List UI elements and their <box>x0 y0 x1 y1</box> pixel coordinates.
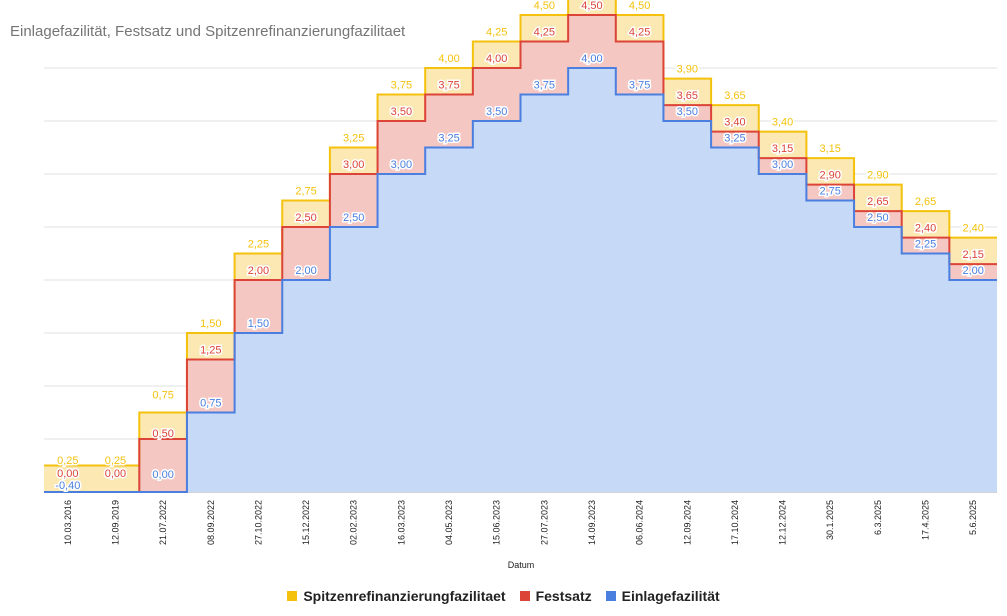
data-label: 3,75 <box>629 80 650 92</box>
data-label: 3,50 <box>391 106 412 118</box>
line-2 <box>44 67 997 493</box>
data-label: 3,65 <box>677 90 698 102</box>
x-tick-label: 12.12.2024 <box>778 500 788 545</box>
x-tick-label: 06.06.2024 <box>635 500 645 545</box>
legend-swatch <box>287 591 298 601</box>
data-label: -0,40 <box>55 480 80 492</box>
x-tick-label: 27.07.2023 <box>539 500 549 545</box>
data-label: 3,00 <box>343 159 364 171</box>
data-label: 2,90 <box>820 170 841 182</box>
legend-item: Spitzenrefinanzierungfazilitaet <box>287 588 506 604</box>
data-label: 2,65 <box>867 196 888 208</box>
series-lines <box>44 0 997 493</box>
data-label: 4,00 <box>438 53 459 65</box>
data-label: 2,75 <box>295 186 316 198</box>
x-tick-label: 17.4.2025 <box>921 500 931 540</box>
x-tick-label: 02.02.2023 <box>349 500 359 545</box>
data-label: 1,25 <box>200 345 221 357</box>
data-label: 0,75 <box>152 390 173 402</box>
legend-item: Einlagefazilität <box>605 588 720 604</box>
data-label: 2,65 <box>915 196 936 208</box>
data-label: 3,25 <box>724 133 745 145</box>
data-label: 2,25 <box>248 239 269 251</box>
legend-swatch <box>519 591 530 601</box>
data-label: 3,00 <box>772 159 793 171</box>
data-label: 2,75 <box>820 186 841 198</box>
x-tick-label: 08.09.2022 <box>206 500 216 545</box>
data-label: 2,15 <box>962 249 983 261</box>
data-label: 4,25 <box>629 27 650 39</box>
data-label: 0,00 <box>152 469 173 481</box>
data-label: 3,00 <box>391 159 412 171</box>
data-label: 4,25 <box>486 27 507 39</box>
data-label: 3,50 <box>677 106 698 118</box>
data-label: 4,50 <box>581 0 602 12</box>
chart-title: Einlagefazilität, Festsatz und Spitzenre… <box>10 23 406 40</box>
x-tick-label: 15.12.2022 <box>301 500 311 545</box>
x-tick-label: 27.10.2022 <box>253 500 263 545</box>
legend-item: Festsatz <box>519 588 592 604</box>
x-tick-label: 10.03.2016 <box>63 500 73 545</box>
data-label: 3,25 <box>438 133 459 145</box>
data-label: 2,00 <box>248 265 269 277</box>
data-label: 3,15 <box>820 143 841 155</box>
legend: Spitzenrefinanzierungfazilitaet Festsatz E… <box>0 588 1007 604</box>
data-label: 4,00 <box>581 53 602 65</box>
x-tick-label: 30.1.2025 <box>825 500 835 540</box>
data-labels: 0,25 0,25 0,75 1,50 2,25 2,75 3,25 3,75 4,00 4,25… <box>54 0 986 494</box>
data-label: 2,00 <box>295 265 316 277</box>
data-label: 4,00 <box>486 53 507 65</box>
data-label: 2,50 <box>343 212 364 224</box>
data-label: 0,50 <box>152 428 173 440</box>
data-label: 0,00 <box>105 468 126 480</box>
data-label: 2,40 <box>915 223 936 235</box>
x-tick-label: 21.07.2022 <box>158 500 168 545</box>
legend-swatch <box>605 591 616 601</box>
data-label: 2,90 <box>867 170 888 182</box>
data-label: 4,25 <box>534 27 555 39</box>
x-tick-label: 5.6.2025 <box>968 500 978 535</box>
x-tick-label: 14.09.2023 <box>587 500 597 545</box>
data-label: 0,25 <box>105 455 126 467</box>
data-label: 2,40 <box>962 223 983 235</box>
data-label: 3,50 <box>486 106 507 118</box>
data-label: 3,75 <box>438 80 459 92</box>
x-tick-label: 17.10.2024 <box>730 500 740 545</box>
x-tick-label: 12.09.2024 <box>682 500 692 545</box>
data-label: 3,75 <box>391 80 412 92</box>
x-tick-label: 16.03.2023 <box>396 500 406 545</box>
data-label: 3,15 <box>772 143 793 155</box>
data-label: 0,75 <box>200 398 221 410</box>
data-label: 1,50 <box>248 318 269 330</box>
data-label: 0,25 <box>57 455 78 467</box>
data-label: 3,25 <box>343 133 364 145</box>
x-tick-labels: 10.03.2016 12.09.2019 21.07.2022 08.09.2022… <box>63 500 978 545</box>
data-label: 2,25 <box>915 239 936 251</box>
x-tick-label: 15.06.2023 <box>492 500 502 545</box>
x-tick-label: 6.3.2025 <box>873 500 883 535</box>
legend-label: Einlagefazilität <box>621 588 720 604</box>
x-axis-label: Datum <box>508 560 535 570</box>
data-label: 3,65 <box>724 90 745 102</box>
data-label: 2,50 <box>867 212 888 224</box>
data-label: 3,40 <box>724 117 745 129</box>
data-label: 4,50 <box>534 0 555 12</box>
data-label: 3,40 <box>772 117 793 129</box>
data-label: 2,00 <box>962 265 983 277</box>
data-label: 3,90 <box>677 64 698 76</box>
legend-label: Festsatz <box>535 588 592 604</box>
data-label: 2,50 <box>295 212 316 224</box>
data-label: 1,50 <box>200 318 221 330</box>
legend-label: Spitzenrefinanzierungfazilitaet <box>303 588 506 604</box>
data-label: 4,50 <box>629 0 650 12</box>
data-label: 0,00 <box>57 468 78 480</box>
x-tick-label: 04.05.2023 <box>444 500 454 545</box>
x-tick-label: 12.09.2019 <box>110 500 120 545</box>
data-label: 3,75 <box>534 80 555 92</box>
